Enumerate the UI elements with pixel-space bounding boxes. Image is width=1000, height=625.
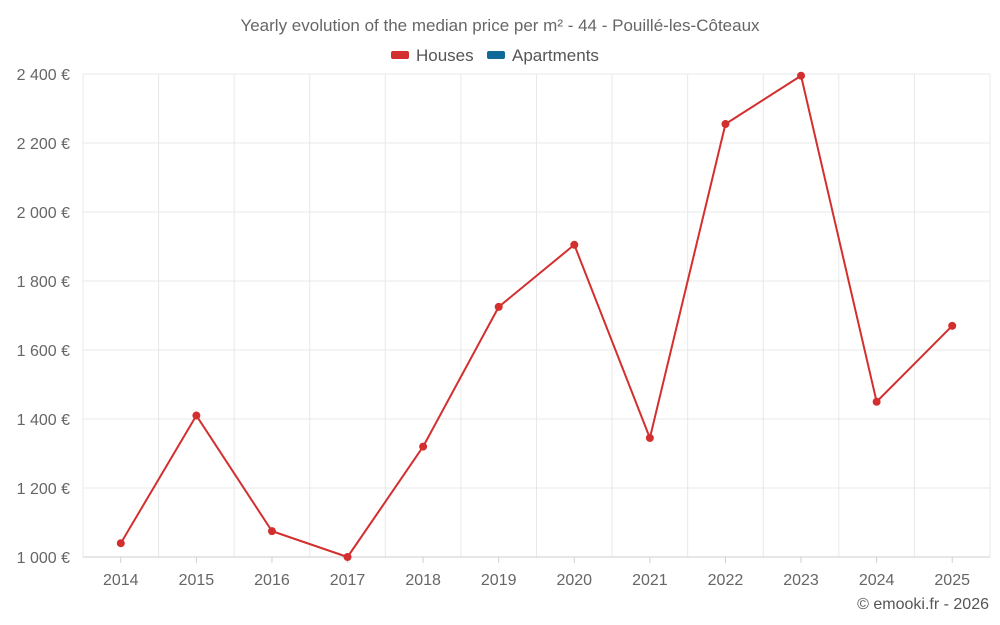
- chart-title: Yearly evolution of the median price per…: [240, 16, 760, 35]
- x-tick-label: 2025: [934, 572, 970, 589]
- x-tick-label: 2024: [859, 572, 895, 589]
- y-axis-ticks: 1 000 € 1 200 € 1 400 € 1 600 € 1 800 € 2 000…: [17, 67, 70, 567]
- data-point-houses[interactable]: [343, 553, 352, 561]
- data-point-houses[interactable]: [570, 240, 579, 249]
- data-point-houses[interactable]: [116, 539, 125, 548]
- grid: [82, 73, 991, 558]
- x-tick-label: 2020: [556, 572, 592, 589]
- x-tick-label: 2016: [254, 572, 290, 589]
- x-tick-label: 2018: [405, 572, 441, 589]
- y-tick-label: 2 200 €: [17, 136, 70, 153]
- y-tick-label: 1 400 €: [17, 412, 70, 429]
- series-houses: [116, 71, 957, 561]
- x-tick-label: 2019: [481, 572, 517, 589]
- data-point-houses[interactable]: [494, 302, 503, 311]
- legend: Houses Apartments: [391, 46, 599, 65]
- legend-label-houses: Houses: [416, 46, 474, 65]
- x-tick-label: 2022: [708, 572, 744, 589]
- y-tick-label: 2 400 €: [17, 67, 70, 84]
- y-tick-label: 1 600 €: [17, 343, 70, 360]
- data-point-houses[interactable]: [721, 120, 730, 129]
- data-point-houses[interactable]: [645, 433, 654, 442]
- x-axis-ticks: 2014 2015 2016 2017 2018 2019 2020 2021 2022 2023…: [103, 557, 970, 589]
- legend-item-apartments[interactable]: Apartments: [487, 46, 599, 65]
- x-tick-label: 2017: [330, 572, 366, 589]
- data-point-houses[interactable]: [948, 321, 957, 330]
- data-point-houses[interactable]: [192, 411, 201, 420]
- x-tick-label: 2015: [179, 572, 215, 589]
- legend-swatch-houses: [391, 51, 409, 59]
- credit-text: © emooki.fr - 2026: [857, 596, 989, 613]
- data-point-houses[interactable]: [419, 442, 428, 451]
- y-tick-label: 1 200 €: [17, 481, 70, 498]
- data-point-houses[interactable]: [872, 397, 881, 406]
- series-line-houses: [119, 74, 953, 558]
- y-tick-label: 2 000 €: [17, 205, 70, 222]
- data-point-houses[interactable]: [797, 71, 806, 80]
- legend-label-apartments: Apartments: [512, 46, 599, 65]
- x-tick-label: 2014: [103, 572, 139, 589]
- legend-item-houses[interactable]: Houses: [391, 46, 474, 65]
- legend-swatch-apartments: [487, 51, 505, 59]
- y-tick-label: 1 000 €: [17, 550, 70, 567]
- x-tick-label: 2021: [632, 572, 668, 589]
- x-tick-label: 2023: [783, 572, 819, 589]
- y-tick-label: 1 800 €: [17, 274, 70, 291]
- data-point-houses[interactable]: [267, 527, 276, 536]
